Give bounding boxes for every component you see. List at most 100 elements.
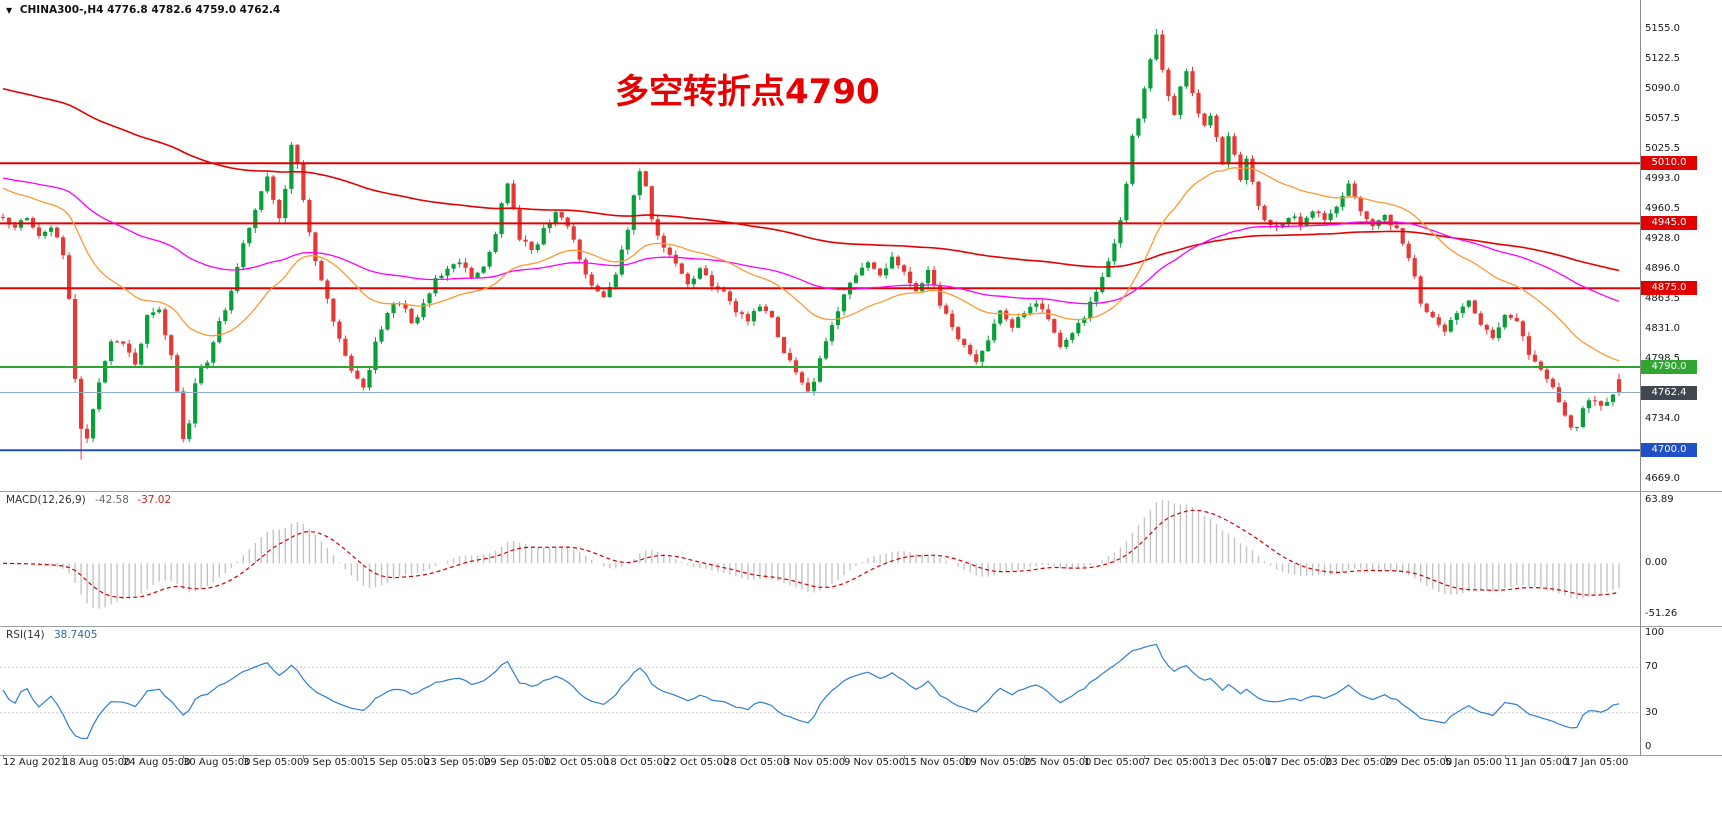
price-axis-label: 5122.5 xyxy=(1645,53,1680,64)
level-price-badge: 4945.0 xyxy=(1641,216,1697,230)
price-axis-label: 4928.0 xyxy=(1645,233,1680,244)
current-price-badge: 4762.4 xyxy=(1641,386,1697,400)
price-axis-label: 4798.5 xyxy=(1645,353,1680,364)
time-axis-label: 3 Sep 05:00 xyxy=(243,757,304,768)
collapse-triangle-icon[interactable]: ▼ xyxy=(6,6,13,15)
rsi-value: 38.7405 xyxy=(53,629,98,641)
price-axis-label: 5025.5 xyxy=(1645,143,1680,154)
level-price-badge: 5010.0 xyxy=(1641,156,1697,170)
symbol-ohlc-bar: ▼ CHINA300-,H4 4776.8 4782.6 4759.0 4762… xyxy=(6,4,280,16)
level-price-badge: 4875.0 xyxy=(1641,281,1697,295)
time-axis-tick xyxy=(1084,755,1085,759)
time-axis-tick xyxy=(1565,755,1566,759)
time-axis-label: 23 Dec 05:00 xyxy=(1325,757,1393,768)
time-axis-label: 23 Sep 05:00 xyxy=(424,757,491,768)
time-axis-tick xyxy=(123,755,124,759)
price-axis-label: 4993.0 xyxy=(1645,173,1680,184)
time-axis-tick xyxy=(544,755,545,759)
price-axis-border xyxy=(1640,0,1641,755)
level-price-badge: 4700.0 xyxy=(1641,443,1697,457)
time-axis-label: 12 Aug 2021 xyxy=(3,757,68,768)
macd-main-value: -42.58 xyxy=(95,494,129,506)
main-macd-separator xyxy=(0,491,1722,492)
time-axis-tick xyxy=(363,755,364,759)
time-axis-label: 24 Aug 05:00 xyxy=(123,757,191,768)
chart-annotation-text[interactable]: 多空转折点4790 xyxy=(615,72,880,112)
time-axis-tick xyxy=(664,755,665,759)
price-axis-label: 4896.0 xyxy=(1645,263,1680,274)
time-axis-tick xyxy=(63,755,64,759)
time-axis-tick xyxy=(424,755,425,759)
time-axis-label: 29 Dec 05:00 xyxy=(1385,757,1453,768)
rsi-axis-label: 70 xyxy=(1645,661,1658,672)
price-axis-label: 4960.5 xyxy=(1645,203,1680,214)
time-axis-label: 22 Oct 05:00 xyxy=(664,757,730,768)
time-axis: 12 Aug 2021 18 Aug 05:00 24 Aug 05:00 30 Au… xyxy=(0,755,1722,775)
time-axis-tick xyxy=(1144,755,1145,759)
time-axis-tick xyxy=(964,755,965,759)
time-axis-tick xyxy=(1385,755,1386,759)
time-axis-label: 9 Nov 05:00 xyxy=(844,757,906,768)
time-axis-tick xyxy=(3,755,4,759)
time-axis-label: 5 Jan 05:00 xyxy=(1445,757,1502,768)
macd-indicator-label: MACD(12,26,9) -42.58 -37.02 xyxy=(6,494,171,506)
symbol-ohlc-text: CHINA300-,H4 4776.8 4782.6 4759.0 4762.4 xyxy=(19,4,281,16)
rsi-axis-label: 30 xyxy=(1645,707,1658,718)
time-axis-label: 29 Sep 05:00 xyxy=(484,757,551,768)
time-axis-label: 18 Aug 05:00 xyxy=(63,757,131,768)
rsi-indicator-label: RSI(14) 38.7405 xyxy=(6,629,97,641)
time-axis-tick xyxy=(724,755,725,759)
rsi-panel-canvas[interactable] xyxy=(0,627,1722,755)
time-axis-label: 11 Jan 05:00 xyxy=(1505,757,1569,768)
price-axis-label: 4863.5 xyxy=(1645,293,1680,304)
time-axis-tick xyxy=(904,755,905,759)
time-axis-tick xyxy=(1505,755,1506,759)
time-axis-label: 15 Sep 05:00 xyxy=(363,757,430,768)
time-axis-tick xyxy=(1204,755,1205,759)
main-chart-canvas[interactable] xyxy=(0,0,1722,491)
price-axis-label: 4831.0 xyxy=(1645,323,1680,334)
time-axis-label: 30 Aug 05:00 xyxy=(183,757,251,768)
time-axis-tick xyxy=(1265,755,1266,759)
rsi-axis-label: 100 xyxy=(1645,627,1665,638)
macd-axis-label: 0.00 xyxy=(1645,557,1668,568)
time-axis-tick xyxy=(183,755,184,759)
time-axis-label: 17 Jan 05:00 xyxy=(1565,757,1629,768)
time-axis-label: 15 Nov 05:00 xyxy=(904,757,972,768)
level-price-badge: 4790.0 xyxy=(1641,360,1697,374)
price-axis-label: 4669.0 xyxy=(1645,473,1680,484)
time-axis-label: 13 Dec 05:00 xyxy=(1204,757,1272,768)
macd-axis-label: -51.26 xyxy=(1645,608,1678,619)
time-axis-tick xyxy=(1325,755,1326,759)
time-axis-label: 18 Oct 05:00 xyxy=(604,757,670,768)
time-axis-label: 19 Nov 05:00 xyxy=(964,757,1032,768)
time-axis-tick xyxy=(604,755,605,759)
time-axis-tick xyxy=(784,755,785,759)
price-axis-label: 4734.0 xyxy=(1645,413,1680,424)
time-axis-label: 3 Nov 05:00 xyxy=(784,757,846,768)
time-axis-tick xyxy=(243,755,244,759)
price-axis-label: 5090.0 xyxy=(1645,83,1680,94)
time-axis-tick xyxy=(1024,755,1025,759)
time-axis-tick xyxy=(484,755,485,759)
time-axis-label: 7 Dec 05:00 xyxy=(1144,757,1205,768)
time-axis-tick xyxy=(844,755,845,759)
time-axis-tick xyxy=(303,755,304,759)
rsi-timeaxis-separator xyxy=(0,755,1722,756)
rsi-name: RSI(14) xyxy=(6,629,45,641)
time-axis-label: 1 Dec 05:00 xyxy=(1084,757,1145,768)
macd-panel-canvas[interactable] xyxy=(0,492,1722,626)
macd-axis-label: 63.89 xyxy=(1645,494,1674,505)
macd-signal-value: -37.02 xyxy=(137,494,172,506)
time-axis-label: 25 Nov 05:00 xyxy=(1024,757,1092,768)
time-axis-tick xyxy=(1445,755,1446,759)
price-axis-label: 5057.5 xyxy=(1645,113,1680,124)
price-axis-label: 5155.0 xyxy=(1645,23,1680,34)
time-axis-label: 17 Dec 05:00 xyxy=(1265,757,1333,768)
time-axis-label: 9 Sep 05:00 xyxy=(303,757,364,768)
macd-name: MACD(12,26,9) xyxy=(6,494,86,506)
macd-rsi-separator xyxy=(0,626,1722,627)
rsi-axis-label: 0 xyxy=(1645,741,1652,752)
time-axis-label: 28 Oct 05:00 xyxy=(724,757,790,768)
